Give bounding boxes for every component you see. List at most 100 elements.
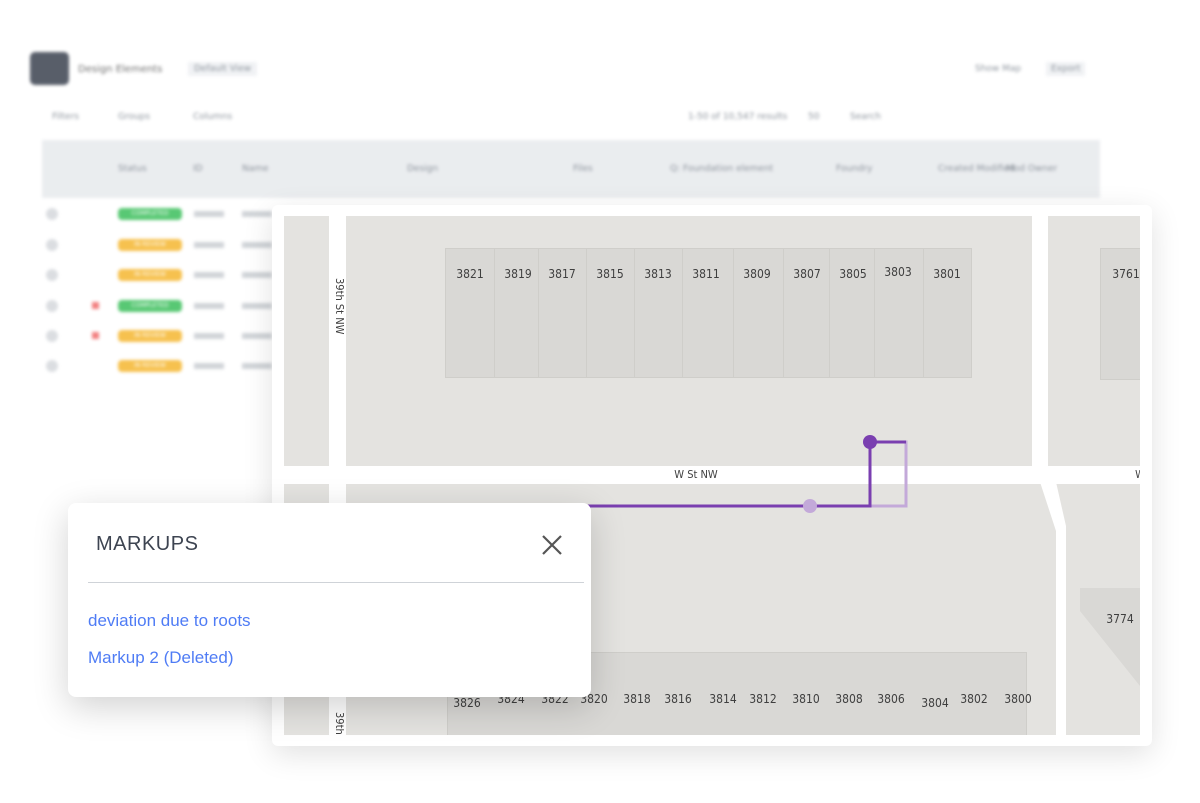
row-checkbox[interactable] <box>46 360 58 372</box>
columns-button[interactable]: Columns <box>193 112 233 122</box>
groups-button[interactable]: Groups <box>118 112 151 122</box>
flag-icon <box>92 302 99 309</box>
markup-link-deviation[interactable]: deviation due to roots <box>88 611 251 630</box>
markups-title: MARKUPS <box>96 533 199 555</box>
markup-deviation-line <box>574 440 906 508</box>
lot-divider <box>783 249 784 377</box>
lot-label: 3804 <box>921 696 949 710</box>
lot-label: 3802 <box>960 692 988 706</box>
lot-label: 3819 <box>504 267 532 281</box>
lot-label: 3809 <box>743 267 771 281</box>
show-map-toggle[interactable]: Show Map <box>975 64 1022 74</box>
road-w-st <box>284 466 1140 484</box>
divider <box>88 582 584 583</box>
row-checkbox[interactable] <box>46 300 58 312</box>
view-selector[interactable]: Default View <box>188 62 258 76</box>
row-id <box>194 272 224 278</box>
lot-label: 3818 <box>623 692 651 706</box>
row-checkbox[interactable] <box>46 330 58 342</box>
column-header[interactable]: Design <box>407 164 439 174</box>
status-badge: IN REVIEW <box>118 360 182 372</box>
row-id <box>194 333 224 339</box>
lot-divider <box>923 249 924 377</box>
table-header <box>42 140 1100 198</box>
markup-layer <box>574 435 908 513</box>
lot-label: 3813 <box>644 267 672 281</box>
column-header[interactable]: Mod Owner <box>1006 164 1058 174</box>
lot-label: 3815 <box>596 267 624 281</box>
row-id <box>194 303 224 309</box>
lot-divider <box>829 249 830 377</box>
row-name <box>242 363 272 369</box>
markup-midpoint-handle <box>803 499 817 513</box>
lot-label: 3811 <box>692 267 720 281</box>
lot-label: 3826 <box>453 696 481 710</box>
lot-divider <box>733 249 734 377</box>
column-header[interactable]: ID <box>193 164 203 174</box>
row-id <box>194 211 224 217</box>
results-count: 1-50 of 10,547 results <box>688 112 788 122</box>
lot-label: 3808 <box>835 692 863 706</box>
status-badge: COMPLETED <box>118 300 182 312</box>
status-badge: IN REVIEW <box>118 239 182 251</box>
row-id <box>194 242 224 248</box>
column-header[interactable]: Q: Foundation element <box>670 164 774 174</box>
lot-label: 3801 <box>933 267 961 281</box>
lot-label: 3774 <box>1106 612 1134 626</box>
top-building-block <box>445 248 972 378</box>
row-checkbox[interactable] <box>46 269 58 281</box>
column-header[interactable]: Name <box>242 164 269 174</box>
road-right <box>1032 216 1048 476</box>
app-logo-icon <box>30 52 69 85</box>
lot-divider <box>874 249 875 377</box>
lot-label: 3800 <box>1004 692 1032 706</box>
row-name <box>242 211 272 217</box>
map-view[interactable]: 39th St NW W St NW W 39th 3761 3774 3821… <box>284 216 1140 735</box>
lot-label: 3805 <box>839 267 867 281</box>
status-badge: COMPLETED <box>118 208 182 220</box>
street-label-w-st: W St NW <box>674 468 718 481</box>
column-header[interactable]: Foundry <box>836 164 873 174</box>
lot-label: 3803 <box>884 265 912 279</box>
row-checkbox[interactable] <box>46 208 58 220</box>
row-name <box>242 333 272 339</box>
lot-divider <box>586 249 587 377</box>
lot-divider <box>682 249 683 377</box>
flag-icon <box>92 332 99 339</box>
filters-button[interactable]: Filters <box>52 112 79 122</box>
lot-label: 3807 <box>793 267 821 281</box>
markup-vertex-handle <box>863 435 877 449</box>
lot-label: 3821 <box>456 267 484 281</box>
lot-label: 3816 <box>664 692 692 706</box>
row-checkbox[interactable] <box>46 239 58 251</box>
lot-label: 3761 <box>1112 267 1140 281</box>
row-name <box>242 272 272 278</box>
lot-label: 3812 <box>749 692 777 706</box>
lot-divider <box>634 249 635 377</box>
lot-3774-shape <box>1080 588 1140 686</box>
markups-panel: MARKUPS deviation due to roots Markup 2 … <box>68 503 591 697</box>
lot-label: 3810 <box>792 692 820 706</box>
search-input[interactable]: Search <box>850 112 881 122</box>
column-header[interactable]: Created Modified <box>938 164 1015 174</box>
row-name <box>242 242 272 248</box>
page-title: Design Elements <box>78 64 163 75</box>
status-badge: IN REVIEW <box>118 269 182 281</box>
lot-label: 3814 <box>709 692 737 706</box>
status-badge: IN REVIEW <box>118 330 182 342</box>
markup-link-markup-2[interactable]: Markup 2 (Deleted) <box>88 648 234 667</box>
per-page-select[interactable]: 50 <box>808 112 820 122</box>
row-id <box>194 363 224 369</box>
column-header[interactable]: Files <box>573 164 593 174</box>
export-button[interactable]: Export <box>1046 62 1086 76</box>
lot-divider <box>494 249 495 377</box>
street-label-cut: W <box>1135 468 1140 481</box>
column-header[interactable]: Status <box>118 164 147 174</box>
lot-divider <box>538 249 539 377</box>
close-icon[interactable] <box>540 533 564 557</box>
row-name <box>242 303 272 309</box>
map-overlay <box>1040 482 1140 735</box>
markup-2-deleted-line <box>870 440 908 508</box>
lot-label: 3817 <box>548 267 576 281</box>
